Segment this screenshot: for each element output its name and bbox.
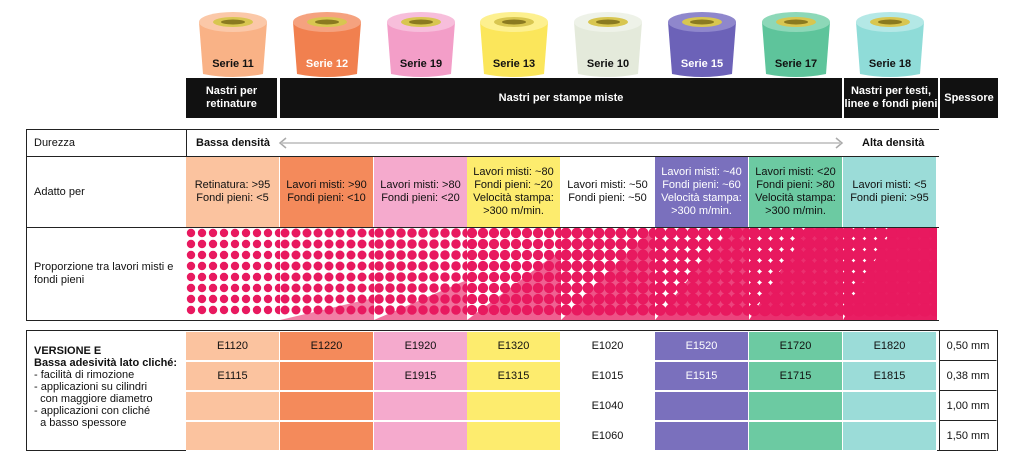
series-label: Serie 11	[212, 58, 254, 70]
tape-roll-icon	[199, 12, 267, 77]
version-cell	[749, 392, 843, 421]
proportion-swatch	[374, 228, 468, 320]
series-label: Serie 12	[305, 58, 349, 70]
versione-top-border	[26, 330, 998, 331]
version-cell	[280, 392, 374, 421]
version-cell: E1320	[467, 332, 561, 361]
version-cell	[467, 392, 561, 421]
proportion-swatch	[655, 228, 749, 320]
version-cell	[186, 422, 280, 451]
thickness-cell: 0,38 mm	[940, 362, 997, 391]
thickness-cell: 1,50 mm	[940, 422, 997, 451]
row-divider	[26, 156, 939, 157]
version-cell	[374, 422, 468, 451]
left-border-versione	[26, 330, 27, 451]
adatto-cell: Lavori misti: <20 Fondi pieni: >80 Veloc…	[749, 157, 843, 227]
series-label: Serie 10	[586, 58, 630, 70]
versione-block: VERSIONE E Bassa adesività lato cliché: …	[34, 345, 184, 429]
version-cell: E1920	[374, 332, 468, 361]
version-cell	[843, 392, 937, 421]
version-cell: E1515	[655, 362, 749, 391]
proportion-swatch	[186, 228, 280, 320]
tape-roll-icon	[480, 12, 548, 77]
series-label: Serie 18	[868, 58, 912, 70]
tape-roll-icon	[668, 12, 736, 77]
version-cell	[655, 392, 749, 421]
durezza-label: Durezza	[34, 136, 75, 149]
proportion-swatch	[561, 228, 655, 320]
adatto-cell: Lavori misti: ~80 Fondi pieni: ~20 Veloc…	[467, 157, 561, 227]
proportion-label: Proporzione tra lavori misti e fondi pie…	[34, 261, 174, 286]
series-label: Serie 19	[399, 58, 443, 70]
versione-subtitle: Bassa adesività lato cliché:	[34, 357, 178, 369]
header-testi-fondi: Nastri per testi, linee e fondi pieni	[844, 78, 938, 118]
version-cell: E1115	[186, 362, 280, 391]
version-cell: E1020	[561, 332, 655, 361]
versione-bullets: - facilità di rimozione - applicazioni s…	[34, 369, 153, 429]
version-cell: E1520	[655, 332, 749, 361]
version-cell: E1720	[749, 332, 843, 361]
version-cell	[374, 392, 468, 421]
proportion-swatch	[749, 228, 843, 320]
hardness-high: Alta densità	[862, 137, 925, 149]
adatto-cell: Retinatura: >95 Fondi pieni: <5	[186, 157, 280, 227]
tape-roll-icon	[856, 12, 924, 77]
tape-roll-icon	[387, 12, 455, 77]
version-cell: E1015	[561, 362, 655, 391]
row-divider	[26, 227, 939, 228]
adatto-cell: Lavori misti: ~40 Fondi pieni: ~60 Veloc…	[655, 157, 749, 227]
right-border	[997, 330, 998, 451]
tape-roll-icon	[293, 12, 361, 77]
series-label: Serie 13	[492, 58, 536, 70]
tape-roll-icon	[762, 12, 830, 77]
hardness-low: Bassa densità	[196, 137, 270, 149]
adatto-cell: Lavori misti: >80 Fondi pieni: <20	[374, 157, 468, 227]
thickness-divider	[939, 330, 940, 451]
version-cell: E1915	[374, 362, 468, 391]
version-cell: E1815	[843, 362, 937, 391]
version-cell: E1040	[561, 392, 655, 421]
series-label: Serie 15	[680, 58, 724, 70]
tape-roll-icon	[574, 12, 642, 77]
adatto-cell: Lavori misti: ~50 Fondi pieni: ~50	[561, 157, 655, 227]
header-retinature: Nastri per retinature	[186, 78, 277, 118]
version-cell: E1220	[280, 332, 374, 361]
version-cell: E1120	[186, 332, 280, 361]
proportion-swatch	[467, 228, 561, 320]
version-cell	[655, 422, 749, 451]
version-cell	[186, 392, 280, 421]
version-cell: E1820	[843, 332, 937, 361]
header-spessore: Spessore	[940, 78, 998, 118]
row-divider	[26, 320, 939, 321]
version-cell: E1715	[749, 362, 843, 391]
version-cell	[280, 362, 374, 391]
adatto-label: Adatto per	[34, 185, 85, 198]
series-label: Serie 17	[774, 58, 818, 70]
version-cell	[280, 422, 374, 451]
thickness-cell: 1,00 mm	[940, 392, 997, 421]
version-cell: E1315	[467, 362, 561, 391]
hardness-arrow	[278, 137, 844, 149]
version-cell	[843, 422, 937, 451]
version-cell: E1060	[561, 422, 655, 451]
version-cell	[467, 422, 561, 451]
adatto-cell: Lavori misti: >90 Fondi pieni: <10	[280, 157, 374, 227]
versione-title: VERSIONE E	[34, 345, 102, 357]
proportion-swatch	[843, 228, 937, 320]
left-border	[26, 129, 27, 321]
proportion-swatch	[280, 228, 374, 320]
thickness-cell: 0,50 mm	[940, 332, 997, 361]
table-top-border	[26, 129, 939, 130]
header-stampe-miste: Nastri per stampe miste	[280, 78, 842, 118]
version-cell	[749, 422, 843, 451]
adatto-cell: Lavori misti: <5 Fondi pieni: >95	[843, 157, 937, 227]
